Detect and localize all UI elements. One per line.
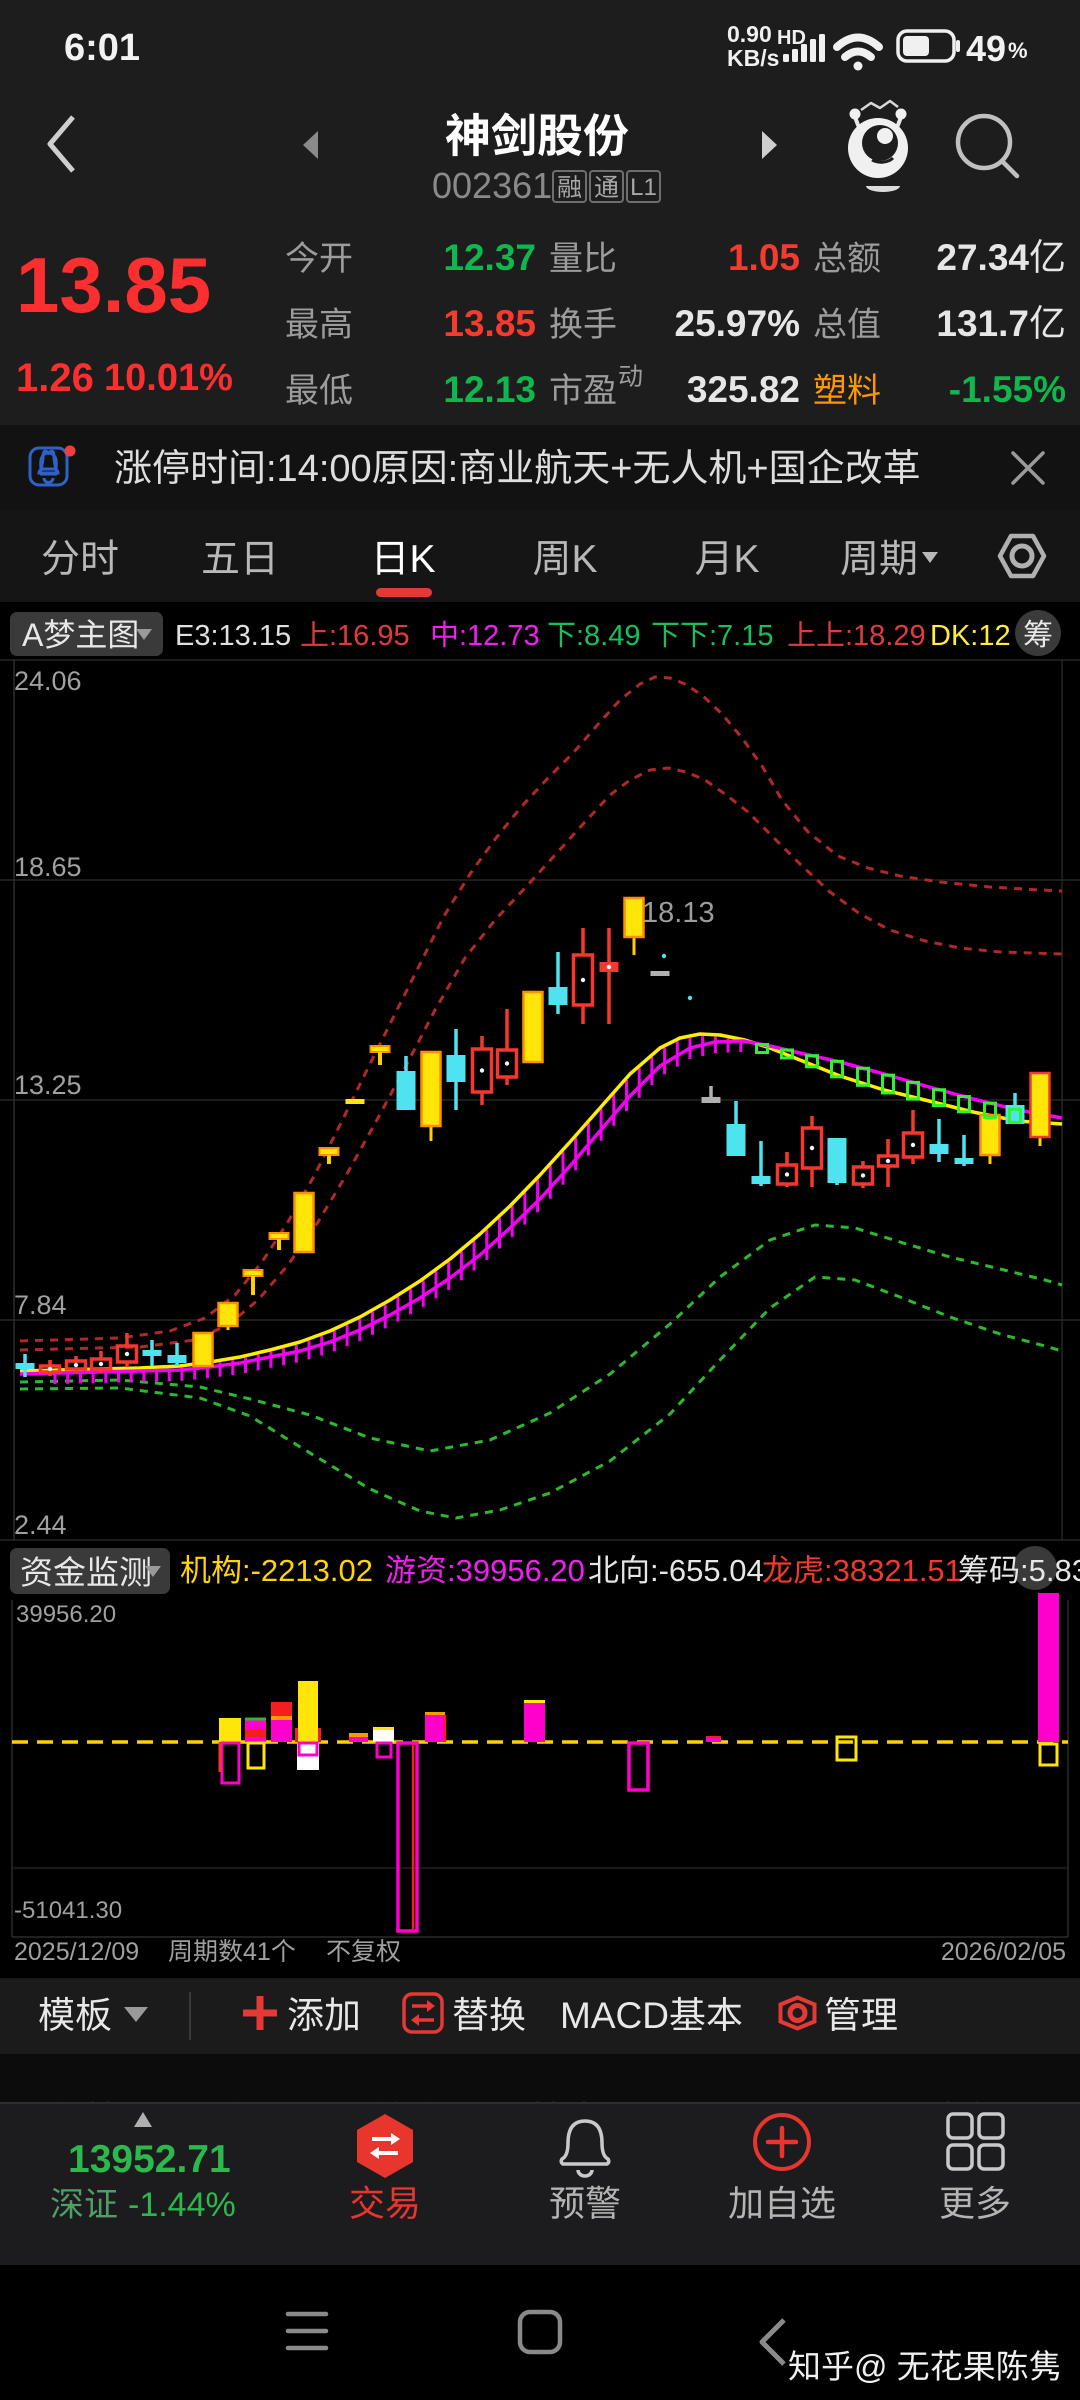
svg-text:7.84: 7.84 xyxy=(14,1290,67,1320)
svg-text:+: + xyxy=(610,448,632,490)
svg-text::-2213.02: :-2213.02 xyxy=(242,1553,373,1588)
svg-text:13952.71: 13952.71 xyxy=(68,2138,231,2181)
svg-text::7.15: :7.15 xyxy=(709,620,774,652)
svg-text:L1: L1 xyxy=(630,174,657,201)
svg-text:DK:12: DK:12 xyxy=(930,620,1011,652)
svg-text:%: % xyxy=(1008,38,1028,63)
svg-text::14:00: :14:00 xyxy=(266,448,372,490)
svg-text:13.25: 13.25 xyxy=(14,1070,82,1100)
svg-text:41: 41 xyxy=(243,1938,271,1966)
svg-text:2.44: 2.44 xyxy=(14,1510,67,1540)
svg-text:24.06: 24.06 xyxy=(14,666,82,696)
svg-text:1.05: 1.05 xyxy=(728,237,800,278)
svg-text:002361: 002361 xyxy=(432,165,552,206)
svg-text::16.95: :16.95 xyxy=(329,620,410,652)
svg-text::: : xyxy=(448,448,459,490)
svg-text::38321.51: :38321.51 xyxy=(824,1553,962,1588)
svg-text:325.82: 325.82 xyxy=(687,369,800,410)
svg-text::12.73: :12.73 xyxy=(459,620,540,652)
svg-text::39956.20: :39956.20 xyxy=(447,1553,585,1588)
svg-text:18.13: 18.13 xyxy=(642,897,715,929)
svg-text::18.29: :18.29 xyxy=(845,620,926,652)
svg-text:K: K xyxy=(409,538,435,581)
svg-text:18.65: 18.65 xyxy=(14,852,82,882)
svg-text:49: 49 xyxy=(966,28,1006,69)
svg-text:10.01%: 10.01% xyxy=(104,357,233,399)
svg-text:12.37: 12.37 xyxy=(443,237,536,278)
svg-text:25.97%: 25.97% xyxy=(675,303,801,344)
svg-text:-1.44%: -1.44% xyxy=(128,2186,236,2224)
svg-text:2025/12/09: 2025/12/09 xyxy=(14,1938,139,1966)
svg-text:E3:13.15: E3:13.15 xyxy=(175,620,291,652)
svg-text:39956.20: 39956.20 xyxy=(16,1601,116,1628)
svg-text:131.7: 131.7 xyxy=(936,303,1029,344)
svg-text::-655.04: :-655.04 xyxy=(650,1553,764,1588)
svg-text:K: K xyxy=(733,538,759,581)
svg-text:2026/02/05: 2026/02/05 xyxy=(941,1938,1066,1966)
svg-text:27.34: 27.34 xyxy=(936,237,1029,278)
svg-text:MACD: MACD xyxy=(560,1995,669,2036)
svg-text:6:01: 6:01 xyxy=(64,27,140,69)
svg-text:+: + xyxy=(746,448,768,490)
svg-text:@: @ xyxy=(854,2348,888,2385)
svg-text:12.13: 12.13 xyxy=(443,369,536,410)
svg-text:-51041.30: -51041.30 xyxy=(14,1897,122,1924)
svg-text:0.90: 0.90 xyxy=(727,21,772,47)
svg-text:13.85: 13.85 xyxy=(443,303,536,344)
svg-text:-1.55%: -1.55% xyxy=(949,369,1066,410)
svg-text:1.26: 1.26 xyxy=(16,356,94,400)
svg-text:13.85: 13.85 xyxy=(16,241,211,329)
svg-text::8.49: :8.49 xyxy=(576,620,641,652)
svg-text:K: K xyxy=(571,538,597,581)
svg-text:A: A xyxy=(22,617,44,653)
svg-text::5.83: :5.83 xyxy=(1020,1553,1080,1588)
svg-text:KB/s: KB/s xyxy=(727,45,779,71)
svg-text:HD: HD xyxy=(777,27,806,49)
